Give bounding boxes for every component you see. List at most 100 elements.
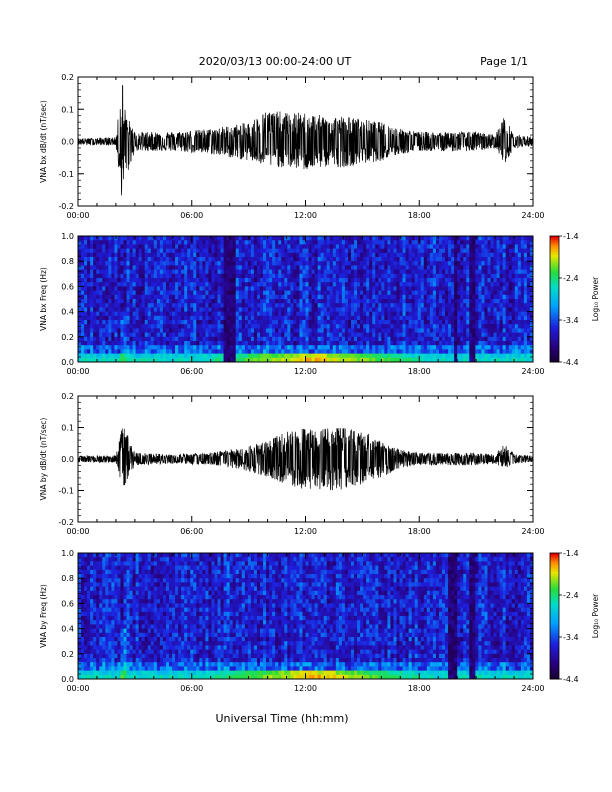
- spectrogram-cell: [393, 257, 397, 262]
- spectrogram-cell: [529, 278, 534, 283]
- spectrogram-cell: [220, 324, 224, 329]
- spectrogram-cell: [120, 307, 124, 312]
- spectrogram-cell: [354, 240, 358, 245]
- spectrogram-cell: [442, 236, 446, 241]
- spectrogram-cell: [496, 299, 501, 304]
- spectrogram-cell: [178, 320, 182, 325]
- spectrogram-cell: [363, 345, 367, 350]
- spectrogram-cell: [220, 269, 224, 275]
- spectrogram-cell: [435, 261, 440, 266]
- spectrogram-cell: [175, 328, 179, 333]
- spectrogram-cell: [496, 273, 501, 279]
- spectrogram-cell: [260, 328, 264, 333]
- spectrogram-cell: [338, 320, 343, 325]
- spectrogram-cell: [226, 294, 231, 300]
- spectrogram-cell: [499, 336, 504, 342]
- spectrogram-cell: [175, 273, 179, 279]
- spectrogram-cell: [120, 265, 124, 270]
- spectrogram-cell: [114, 332, 118, 338]
- spectrogram-cell: [517, 248, 522, 254]
- spectrogram-cell: [247, 303, 252, 308]
- spectrogram-cell: [202, 290, 206, 296]
- spectrogram-cell: [123, 257, 127, 262]
- spectrogram-cell: [229, 257, 234, 262]
- spectrogram-cell: [129, 261, 133, 266]
- spectrogram-cell: [457, 282, 461, 287]
- spectrogram-cell: [102, 336, 106, 342]
- spectrogram-cell: [357, 345, 361, 350]
- spectrogram-cell: [193, 345, 197, 350]
- spectrogram-cell: [335, 286, 340, 291]
- spectrogram-cell: [126, 290, 130, 296]
- spectrogram-cell: [196, 273, 200, 279]
- spectrogram-cell: [138, 252, 143, 258]
- spectrogram-cell: [114, 345, 118, 350]
- spectrogram-cell: [253, 357, 258, 363]
- spectrogram-cell: [105, 294, 109, 300]
- spectrogram-cell: [263, 324, 267, 329]
- spectrogram-cell: [417, 353, 422, 359]
- colorbar-cell: [550, 351, 559, 355]
- spectrogram-cell: [193, 307, 197, 312]
- spectrogram-cell: [208, 341, 212, 346]
- spectrogram-cell: [96, 294, 100, 300]
- spectrogram-cell: [196, 336, 200, 342]
- spectrogram-cell: [196, 328, 200, 333]
- spectrogram-cell: [520, 269, 525, 275]
- spectrogram-cell: [529, 307, 534, 312]
- spectrogram-cell: [287, 278, 291, 283]
- spectrogram-cell: [232, 299, 237, 304]
- spectrogram-cell: [132, 273, 137, 279]
- spectrogram-cell: [199, 248, 203, 254]
- spectrogram-cell: [335, 299, 340, 304]
- spectrogram-cell: [126, 252, 130, 258]
- spectrogram-cell: [363, 236, 367, 241]
- spectrogram-cell: [138, 299, 143, 304]
- spectrogram-cell: [190, 282, 194, 287]
- spectrogram-cell: [111, 286, 115, 291]
- spectrogram-cell: [426, 311, 431, 317]
- spectrogram-cell: [284, 336, 288, 342]
- spectrogram-cell: [438, 357, 443, 363]
- spectrogram-cell: [329, 248, 334, 254]
- spectrogram-cell: [323, 303, 328, 308]
- spectrogram-cell: [463, 286, 467, 291]
- spectrogram-cell: [120, 341, 124, 346]
- spectrogram-cell: [117, 269, 121, 275]
- spectrogram-cell: [156, 286, 161, 291]
- spectrogram-cell: [296, 286, 300, 291]
- spectrogram-cell: [299, 345, 303, 350]
- spectrogram-cell: [344, 248, 349, 254]
- spectrogram-cell: [93, 357, 97, 363]
- colorbar-cell: [550, 273, 559, 277]
- spectrogram-cell: [341, 265, 346, 270]
- spectrogram-cell: [90, 282, 94, 287]
- spectrogram-cell: [317, 286, 322, 291]
- spectrogram-cell: [417, 324, 422, 329]
- spectrogram-cell: [138, 328, 143, 333]
- spectrogram-cell: [347, 261, 352, 266]
- spectrogram-cell: [187, 286, 191, 291]
- spectrogram-cell: [208, 357, 212, 363]
- spectrogram-cell: [99, 311, 103, 317]
- spectrogram-cell: [278, 336, 282, 342]
- spectrogram-cell: [165, 273, 170, 279]
- spectrogram-cell: [281, 307, 285, 312]
- spectrogram-cell: [269, 307, 273, 312]
- spectrogram-cell: [326, 336, 331, 342]
- spectrogram-cell: [260, 320, 264, 325]
- spectrogram-cell: [475, 294, 479, 300]
- spectrogram-cell: [181, 311, 185, 317]
- spectrogram-cell: [99, 307, 103, 312]
- spectrogram-cell: [96, 257, 100, 262]
- spectrogram-cell: [102, 290, 106, 296]
- spectrogram-cell: [454, 315, 458, 321]
- spectrogram-cell: [141, 315, 146, 321]
- spectrogram-cell: [193, 303, 197, 308]
- spectrogram-cell: [463, 252, 467, 258]
- spectrogram-cell: [375, 336, 379, 342]
- spectrogram-cell: [451, 244, 455, 249]
- spectrogram-cell: [523, 328, 528, 333]
- spectrogram-cell: [354, 341, 358, 346]
- spectrogram-cell: [247, 261, 252, 266]
